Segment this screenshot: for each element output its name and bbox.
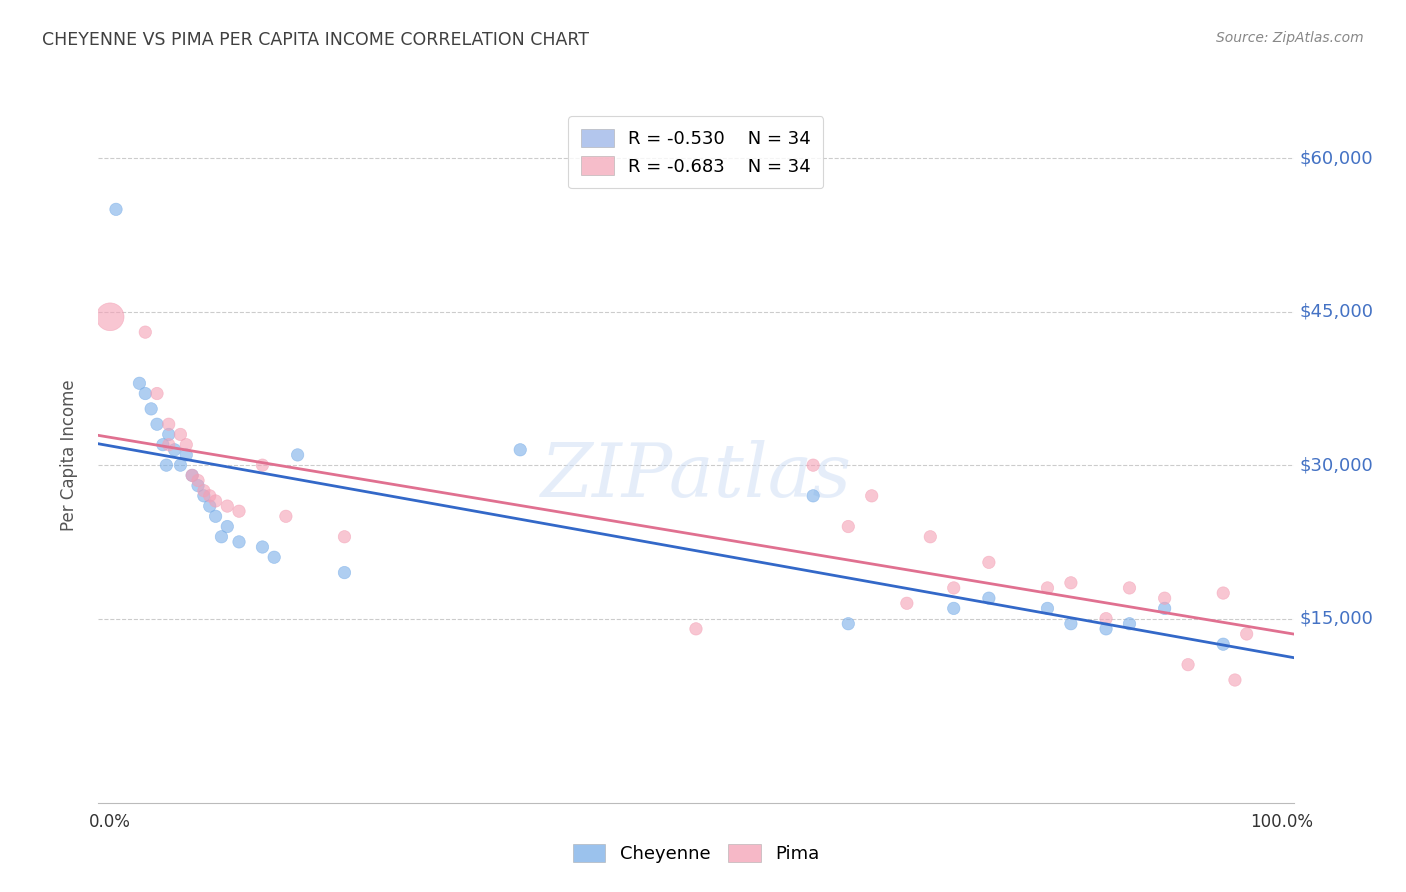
Point	[837, 616, 859, 631]
Point	[1236, 627, 1258, 641]
Point	[685, 622, 707, 636]
Point	[193, 489, 215, 503]
Text: $45,000: $45,000	[1299, 302, 1374, 321]
Point	[1036, 601, 1059, 615]
Point	[1212, 637, 1234, 651]
Point	[157, 427, 180, 442]
Point	[169, 427, 191, 442]
Point	[105, 202, 128, 217]
Point	[942, 601, 965, 615]
Point	[1212, 586, 1234, 600]
Point	[169, 458, 191, 472]
Point	[896, 596, 918, 610]
Point	[187, 474, 209, 488]
Point	[801, 489, 824, 503]
Point	[837, 519, 859, 533]
Point	[163, 442, 186, 457]
Point	[174, 438, 197, 452]
Point	[1036, 581, 1059, 595]
Point	[128, 376, 150, 391]
Point	[263, 550, 285, 565]
Point	[977, 591, 1000, 606]
Point	[155, 458, 177, 472]
Point	[217, 499, 239, 513]
Point	[187, 478, 209, 492]
Text: $60,000: $60,000	[1299, 149, 1374, 167]
Point	[333, 530, 356, 544]
Point	[152, 438, 174, 452]
Point	[146, 386, 169, 401]
Point	[157, 417, 180, 432]
Text: $15,000: $15,000	[1299, 609, 1374, 628]
Point	[1095, 612, 1118, 626]
Y-axis label: Per Capita Income: Per Capita Income	[59, 379, 77, 531]
Point	[1118, 581, 1140, 595]
Text: Source: ZipAtlas.com: Source: ZipAtlas.com	[1216, 31, 1364, 45]
Point	[193, 483, 215, 498]
Point	[174, 448, 197, 462]
Point	[1118, 616, 1140, 631]
Point	[146, 417, 169, 432]
Point	[274, 509, 297, 524]
Point	[204, 509, 226, 524]
Point	[1153, 601, 1175, 615]
Point	[977, 555, 1000, 569]
Text: CHEYENNE VS PIMA PER CAPITA INCOME CORRELATION CHART: CHEYENNE VS PIMA PER CAPITA INCOME CORRE…	[42, 31, 589, 49]
Point	[1153, 591, 1175, 606]
Point	[1223, 673, 1246, 687]
Point	[204, 494, 226, 508]
Point	[942, 581, 965, 595]
Point	[198, 499, 221, 513]
Point	[98, 310, 121, 324]
Point	[509, 442, 531, 457]
Point	[801, 458, 824, 472]
Point	[181, 468, 204, 483]
Point	[1060, 575, 1083, 590]
Point	[252, 458, 274, 472]
Point	[1095, 622, 1118, 636]
Point	[211, 530, 233, 544]
Point	[157, 438, 180, 452]
Point	[134, 386, 156, 401]
Text: $30,000: $30,000	[1299, 456, 1374, 475]
Point	[252, 540, 274, 554]
Point	[181, 468, 204, 483]
Point	[860, 489, 883, 503]
Point	[1060, 616, 1083, 631]
Point	[228, 504, 250, 518]
Text: ZIPatlas: ZIPatlas	[540, 440, 852, 512]
Point	[198, 489, 221, 503]
Point	[217, 519, 239, 533]
Point	[287, 448, 309, 462]
Point	[141, 401, 163, 416]
Point	[228, 534, 250, 549]
Point	[333, 566, 356, 580]
Legend: Cheyenne, Pima: Cheyenne, Pima	[562, 833, 830, 874]
Point	[920, 530, 942, 544]
Point	[134, 325, 156, 339]
Point	[1177, 657, 1199, 672]
